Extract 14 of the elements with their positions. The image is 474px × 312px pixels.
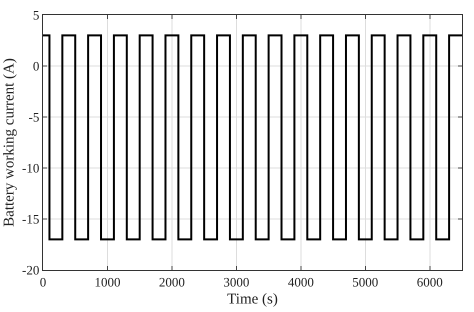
- y-tick-label: -5: [28, 110, 40, 125]
- y-axis-title: Battery working current (A): [1, 58, 18, 227]
- x-tick-label: 4000: [288, 274, 314, 290]
- x-axis-title: Time (s): [227, 292, 278, 308]
- y-tick-label: -15: [22, 212, 40, 227]
- x-tick-label: 3000: [223, 274, 250, 290]
- x-tick-label: 5000: [352, 274, 378, 290]
- y-tick-label: 0: [32, 58, 40, 74]
- y-tick-label: -20: [22, 262, 40, 278]
- x-tick-label: 1000: [94, 274, 120, 290]
- x-tick-label: 2000: [158, 274, 185, 290]
- y-tick-label: -10: [22, 160, 40, 176]
- x-tick-label: 6000: [416, 274, 443, 290]
- y-tick-label: 5: [32, 8, 40, 23]
